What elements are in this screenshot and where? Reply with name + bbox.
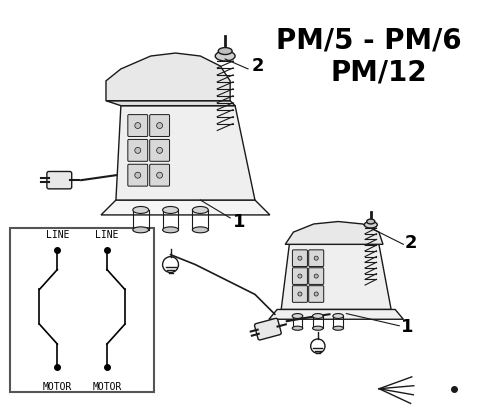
Ellipse shape [333,326,344,330]
Ellipse shape [312,326,323,330]
FancyBboxPatch shape [292,250,308,267]
Ellipse shape [162,227,178,233]
Circle shape [156,147,162,153]
Text: PM/5 - PM/6: PM/5 - PM/6 [276,26,462,54]
Text: 2: 2 [405,234,417,252]
Polygon shape [269,310,404,319]
Ellipse shape [292,326,303,330]
Polygon shape [106,53,230,101]
Circle shape [314,256,318,260]
Ellipse shape [133,207,148,213]
Ellipse shape [364,222,378,228]
FancyBboxPatch shape [150,164,170,186]
Ellipse shape [192,207,208,213]
Circle shape [298,256,302,260]
Ellipse shape [133,227,148,233]
FancyBboxPatch shape [308,250,324,267]
FancyBboxPatch shape [254,318,281,340]
Polygon shape [286,222,383,244]
FancyBboxPatch shape [292,285,308,302]
FancyBboxPatch shape [150,139,170,161]
FancyBboxPatch shape [128,115,148,137]
FancyBboxPatch shape [292,268,308,284]
Text: LINE: LINE [95,230,118,240]
Circle shape [135,123,140,128]
Bar [10,228,154,392]
Ellipse shape [162,207,178,213]
Polygon shape [101,200,270,215]
FancyBboxPatch shape [128,164,148,186]
Text: MOTOR: MOTOR [42,382,72,392]
Circle shape [135,147,140,153]
Circle shape [298,292,302,296]
Text: 2: 2 [252,57,264,75]
Text: LINE: LINE [46,230,69,240]
Circle shape [314,274,318,278]
Ellipse shape [366,219,375,224]
Ellipse shape [215,51,235,61]
Circle shape [156,123,162,128]
FancyBboxPatch shape [308,268,324,284]
Ellipse shape [292,314,303,319]
Ellipse shape [218,47,232,54]
Polygon shape [281,244,391,310]
Circle shape [310,339,325,353]
Ellipse shape [312,314,323,319]
Ellipse shape [192,227,208,233]
FancyBboxPatch shape [150,115,170,137]
Circle shape [156,172,162,178]
Text: 1: 1 [401,318,413,336]
Text: MOTOR: MOTOR [92,382,122,392]
Circle shape [162,256,178,272]
FancyBboxPatch shape [308,285,324,302]
Ellipse shape [333,314,344,319]
Polygon shape [116,106,255,200]
Text: 1: 1 [233,213,245,231]
Text: PM/12: PM/12 [331,59,428,87]
FancyBboxPatch shape [128,139,148,161]
Circle shape [298,274,302,278]
FancyBboxPatch shape [47,171,72,189]
Polygon shape [106,101,235,106]
Circle shape [314,292,318,296]
Circle shape [135,172,140,178]
